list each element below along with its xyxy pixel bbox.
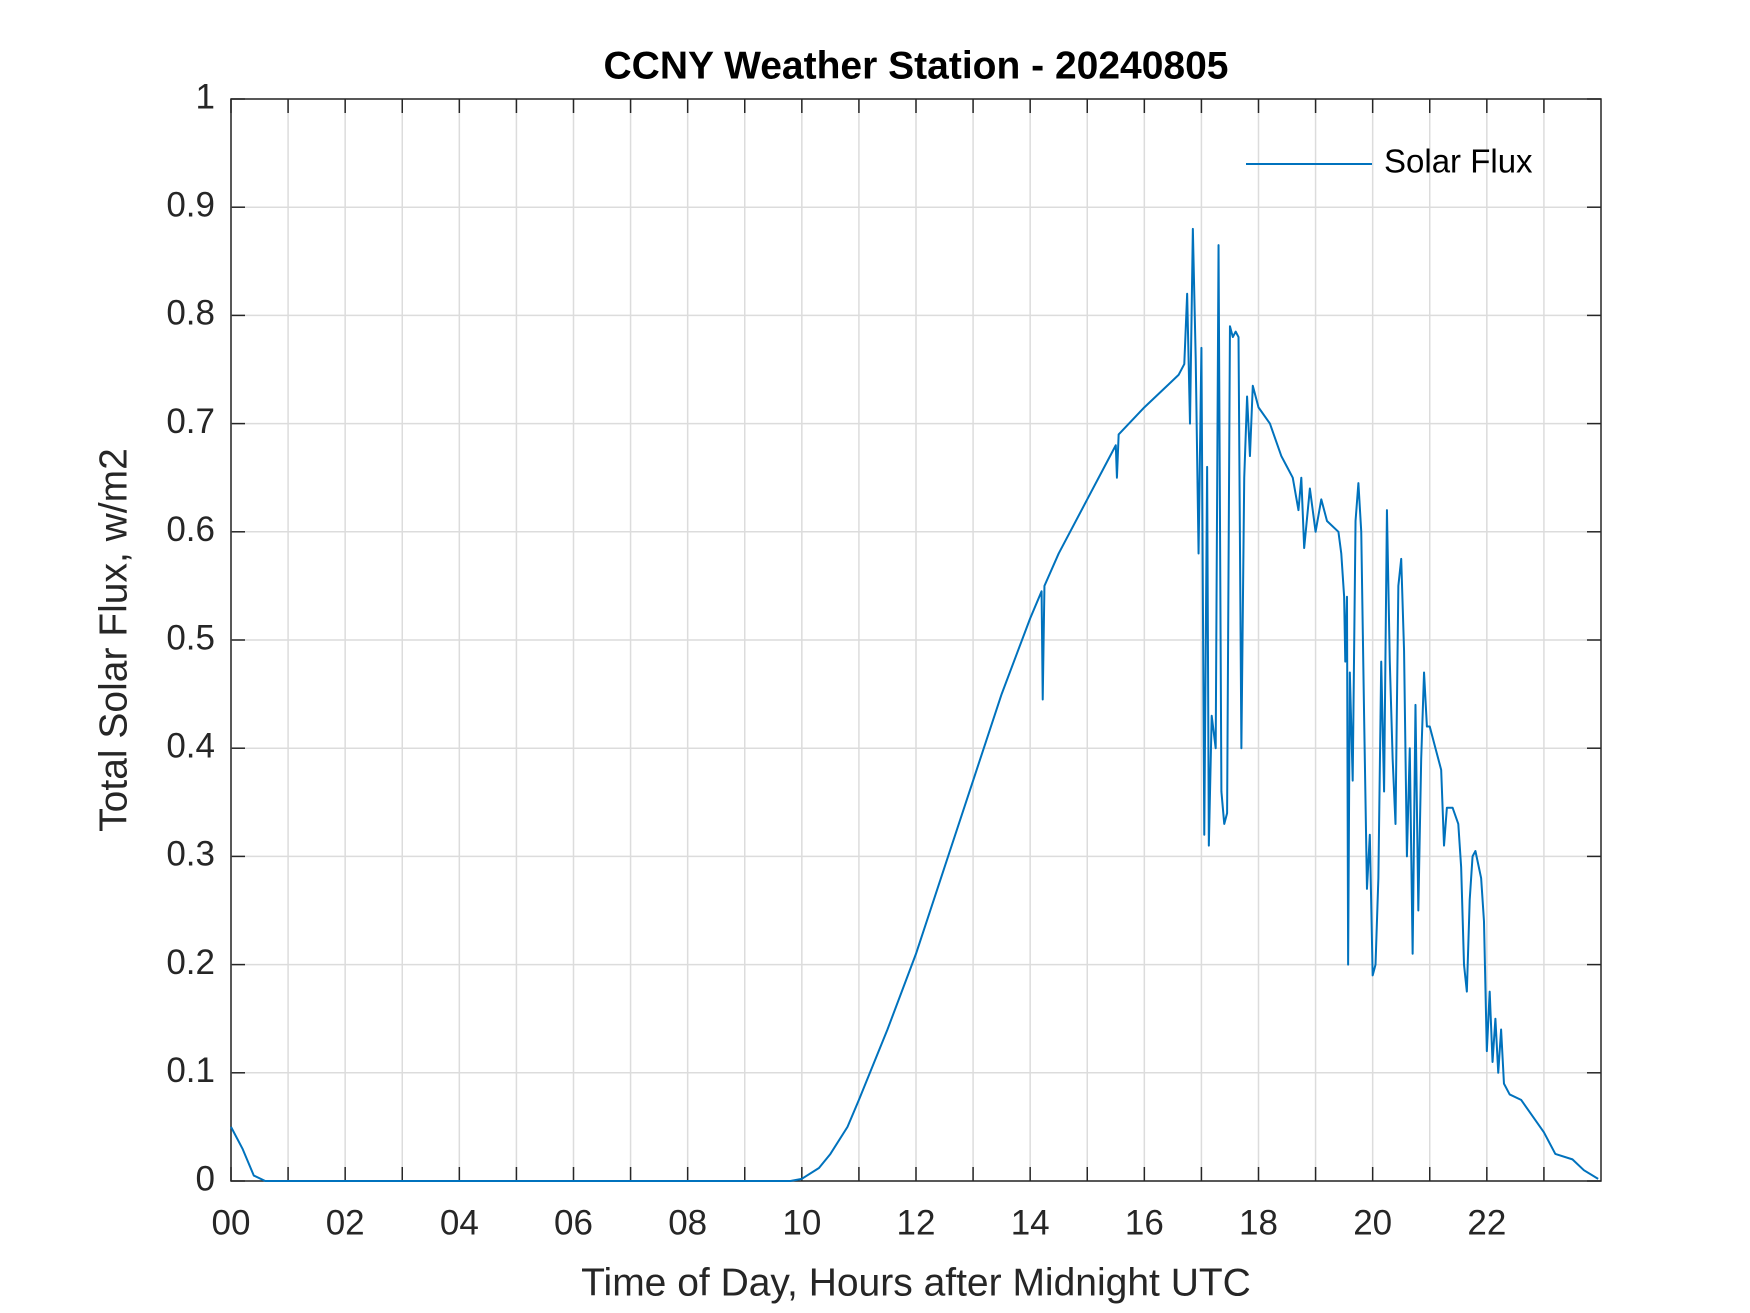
y-tick-label: 0.2 [166,943,215,982]
y-tick-label: 0 [196,1159,215,1198]
x-tick-label: 02 [326,1203,365,1242]
x-tick-label: 04 [440,1203,479,1242]
y-axis-label: Total Solar Flux, w/m2 [92,448,135,832]
y-tick-label: 0.3 [166,835,215,874]
y-tick-label: 0.4 [166,726,215,765]
chart-title: CCNY Weather Station - 20240805 [604,44,1229,87]
x-tick-label: 14 [1011,1203,1050,1242]
x-axis-label: Time of Day, Hours after Midnight UTC [581,1261,1251,1304]
y-tick-label: 0.5 [166,618,215,657]
y-tick-label: 0.8 [166,294,215,333]
x-tick-label: 16 [1125,1203,1164,1242]
y-tick-label: 0.1 [166,1051,215,1090]
x-tick-label: 08 [668,1203,707,1242]
y-tick-label: 0.7 [166,402,215,441]
data-line [230,227,1599,1182]
x-tick-label: 10 [782,1203,821,1242]
y-tick-label: 0.9 [166,185,215,224]
y-tick-label: 0.6 [166,510,215,549]
x-tick-label: 18 [1239,1203,1278,1242]
x-tick-label: 00 [212,1203,251,1242]
x-tick-label: 12 [897,1203,936,1242]
y-tick-label: 1 [196,77,215,116]
x-tick-label: 20 [1353,1203,1392,1242]
x-tick-label: 06 [554,1203,593,1242]
plot-frame [230,98,1602,1182]
legend-label: Solar Flux [1384,143,1533,180]
x-tick-label: 22 [1467,1203,1506,1242]
